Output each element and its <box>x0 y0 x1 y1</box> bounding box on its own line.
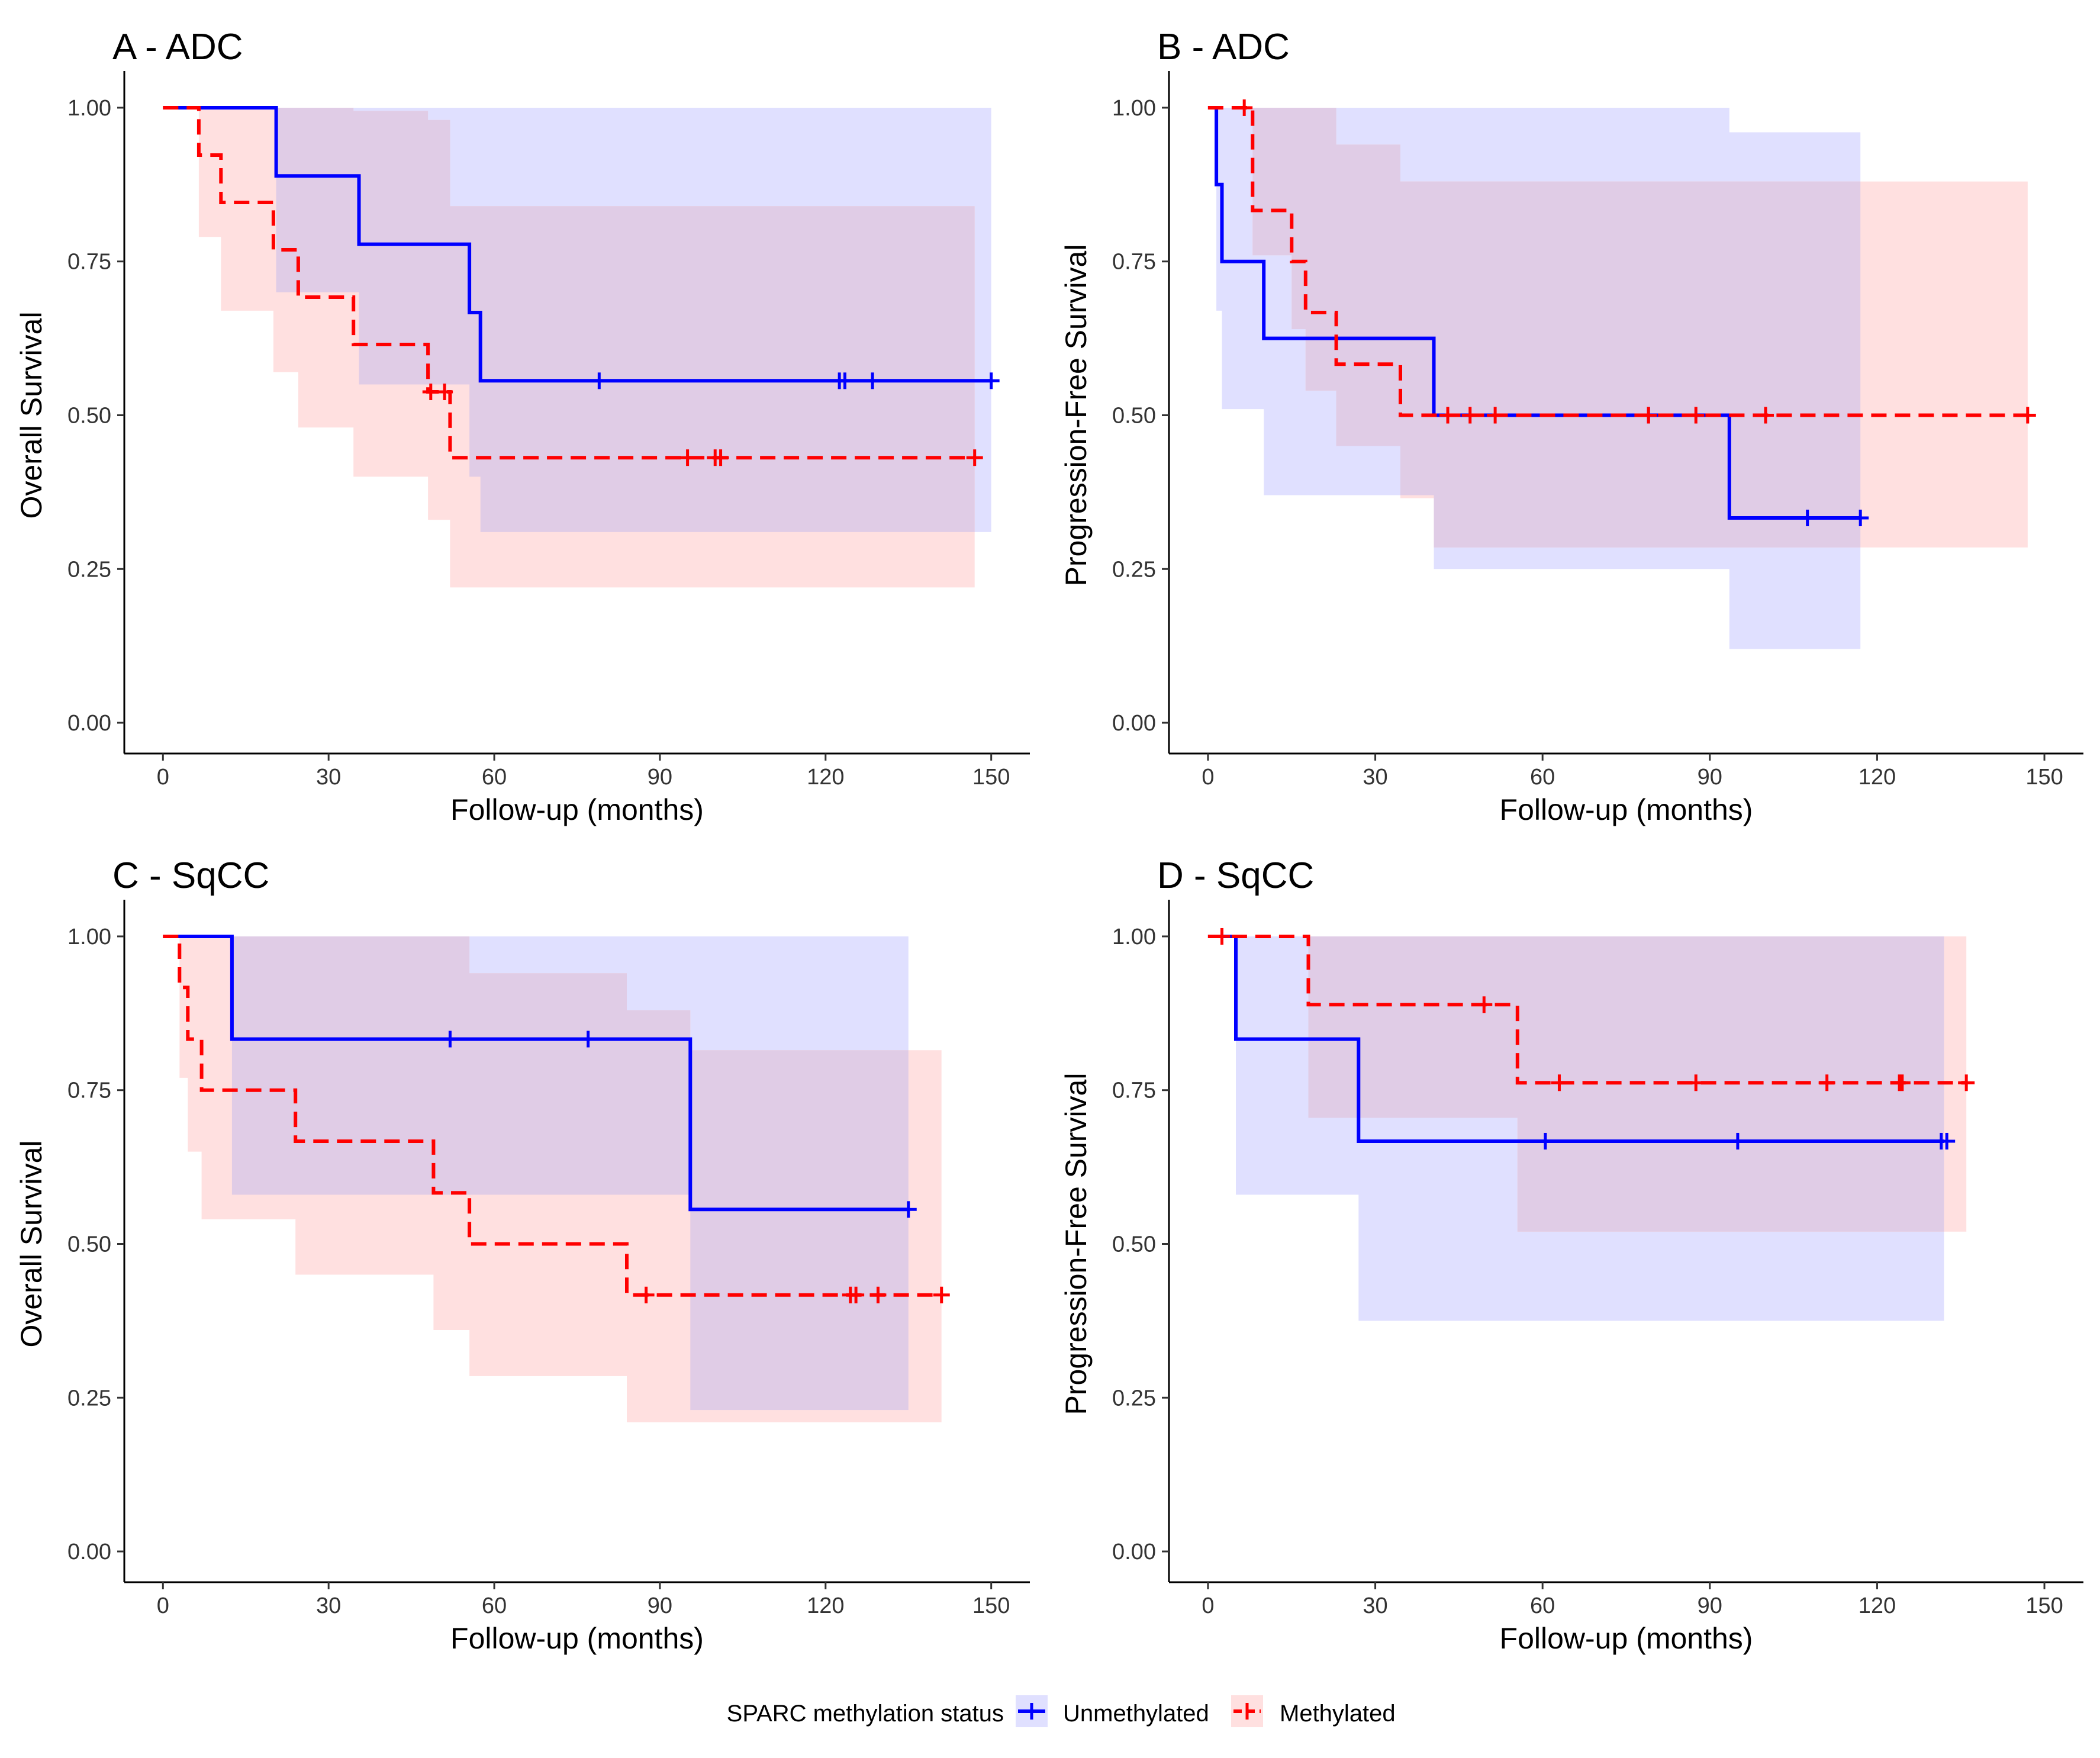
y-tick-label: 0.75 <box>1112 250 1156 275</box>
survival-line-methylated <box>1207 935 1967 1085</box>
panel-title: C - SqCC <box>112 855 269 896</box>
panel-c-sqcc-overall-survival: C - SqCC 0 30 60 90 120 150 0.00 0.25 0.50 0.75 1.0… <box>15 855 1030 1655</box>
x-axis-title: Follow-up (months) <box>450 1622 704 1655</box>
x-tick-label: 60 <box>482 1593 507 1618</box>
x-tick-label: 60 <box>1530 1593 1555 1618</box>
y-tick-label: 0.00 <box>67 711 111 736</box>
legend-label-methylated: Methylated <box>1280 1701 1396 1727</box>
x-tick-label: 30 <box>316 765 341 790</box>
x-tick-label: 90 <box>1698 765 1722 790</box>
panel-d-sqcc-progression-free-survival: D - SqCC 0 30 60 90 120 150 0.00 0.25 0.50 0.75 1.0… <box>1059 855 2083 1655</box>
x-tick-label: 30 <box>1363 765 1387 790</box>
y-tick-label: 0.25 <box>1112 557 1156 582</box>
y-tick-label: 0.25 <box>1112 1386 1156 1411</box>
y-tick-label: 0.75 <box>67 250 111 275</box>
y-tick-label: 0.50 <box>1112 1232 1156 1257</box>
x-tick-label: 120 <box>1859 765 1896 790</box>
x-tick-label: 60 <box>1530 765 1555 790</box>
x-axis-title: Follow-up (months) <box>1500 1622 1753 1655</box>
y-tick-label: 0.25 <box>67 557 111 582</box>
y-tick-label: 1.00 <box>67 96 111 121</box>
panel-title: A - ADC <box>112 27 243 67</box>
y-tick-label: 1.00 <box>1112 96 1156 121</box>
panel-title: B - ADC <box>1157 27 1290 67</box>
y-axis-title: Overall Survival <box>15 1140 48 1347</box>
x-tick-label: 120 <box>1859 1593 1896 1618</box>
survival-line-unmethylated <box>163 935 909 1212</box>
x-tick-label: 60 <box>482 765 507 790</box>
y-tick-label: 0.75 <box>1112 1078 1156 1103</box>
x-tick-label: 150 <box>2025 765 2063 790</box>
ci-band-overlap <box>1207 108 1861 548</box>
x-tick-label: 90 <box>648 1593 672 1618</box>
y-axis-title: Progression-Free Survival <box>1059 1073 1093 1415</box>
x-axis-title: Follow-up (months) <box>1500 793 1753 826</box>
y-tick-label: 0.00 <box>1112 1540 1156 1564</box>
survival-line-unmethylated <box>1207 935 1944 1143</box>
legend-title: SPARC methylation status <box>727 1701 1004 1727</box>
x-tick-label: 120 <box>807 1593 844 1618</box>
y-tick-label: 0.00 <box>1112 711 1156 736</box>
panel-title: D - SqCC <box>1157 855 1314 896</box>
x-tick-label: 120 <box>807 765 844 790</box>
y-tick-label: 1.00 <box>67 925 111 949</box>
y-tick-label: 0.50 <box>1112 404 1156 429</box>
x-tick-label: 30 <box>316 1593 341 1618</box>
y-tick-label: 0.50 <box>67 404 111 429</box>
x-tick-label: 90 <box>1698 1593 1722 1618</box>
panel-b-adc-progression-free-survival: B - ADC 0 30 60 90 120 150 0.00 0.25 0.50 0.75 1.00… <box>1059 27 2083 826</box>
survival-line-unmethylated <box>163 106 991 383</box>
survival-line-unmethylated <box>1207 106 1861 520</box>
survival-line-methylated <box>163 935 942 1297</box>
x-tick-label: 150 <box>972 765 1010 790</box>
y-tick-label: 0.50 <box>67 1232 111 1257</box>
y-axis-title: Overall Survival <box>15 311 48 519</box>
x-tick-label: 150 <box>2025 1593 2063 1618</box>
x-tick-label: 90 <box>648 765 672 790</box>
x-tick-label: 0 <box>157 1593 169 1618</box>
x-axis-title: Follow-up (months) <box>450 793 704 826</box>
legend: SPARC methylation status Unmethylated Me… <box>727 1695 1396 1727</box>
x-tick-label: 0 <box>1202 765 1214 790</box>
legend-label-unmethylated: Unmethylated <box>1063 1701 1209 1727</box>
y-tick-label: 0.75 <box>67 1078 111 1103</box>
survival-line-methylated <box>1207 106 2028 417</box>
ci-band-overlap <box>163 936 909 1411</box>
y-tick-label: 0.00 <box>67 1540 111 1564</box>
x-tick-label: 150 <box>972 1593 1010 1618</box>
y-tick-label: 1.00 <box>1112 925 1156 949</box>
x-tick-label: 30 <box>1363 1593 1387 1618</box>
y-axis-title: Progression-Free Survival <box>1059 244 1093 587</box>
x-tick-label: 0 <box>157 765 169 790</box>
panel-a-adc-overall-survival: A - ADC 0 30 60 90 120 150 0.00 0.25 0.50 0.75 1.00… <box>15 27 1030 826</box>
y-tick-label: 0.25 <box>67 1386 111 1411</box>
x-tick-label: 0 <box>1202 1593 1214 1618</box>
